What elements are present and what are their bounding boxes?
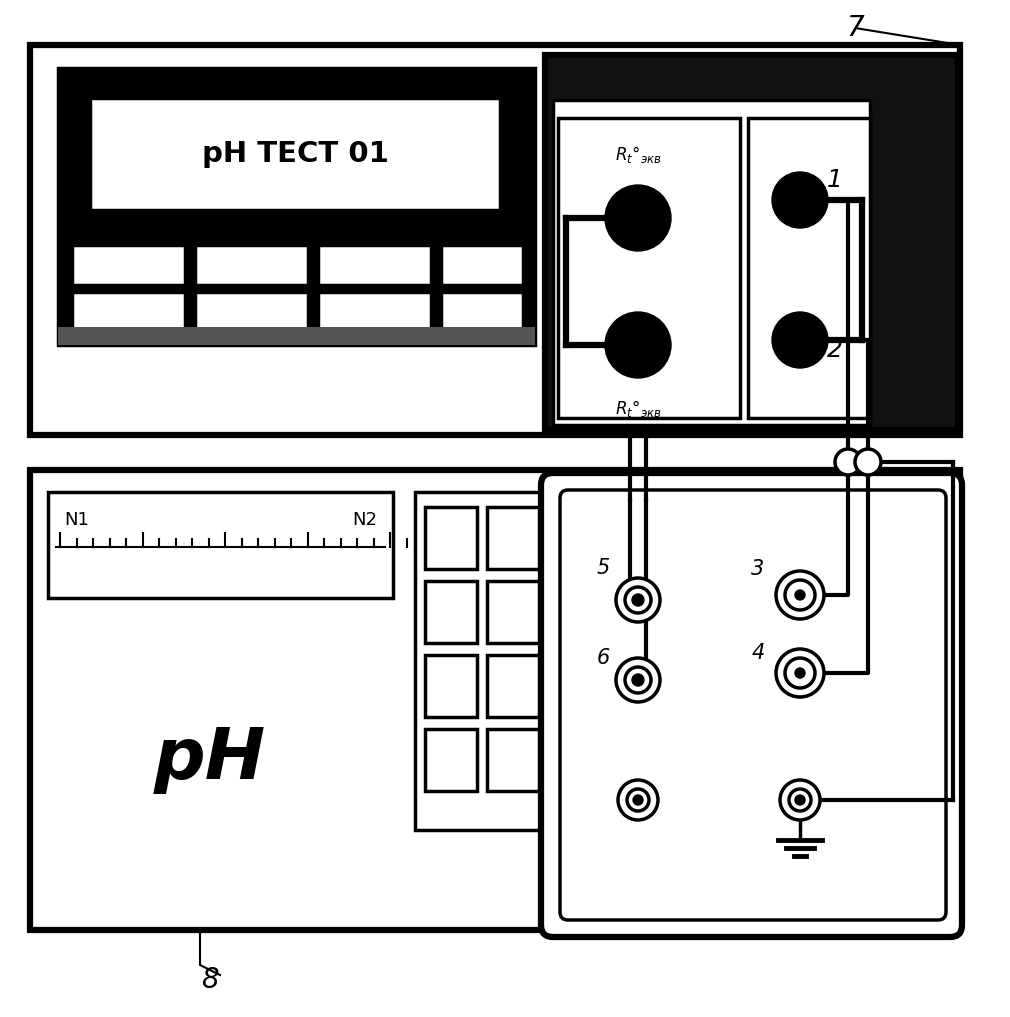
Bar xyxy=(318,245,431,285)
Bar xyxy=(30,45,959,435)
Bar xyxy=(441,292,523,332)
Circle shape xyxy=(855,448,881,475)
Bar xyxy=(195,292,308,332)
Circle shape xyxy=(625,667,651,693)
Bar xyxy=(58,327,535,345)
Text: 1: 1 xyxy=(827,168,843,192)
Circle shape xyxy=(780,780,820,820)
Circle shape xyxy=(785,580,815,610)
Bar xyxy=(487,655,539,717)
Bar xyxy=(195,245,308,285)
Circle shape xyxy=(776,649,824,697)
FancyBboxPatch shape xyxy=(560,490,946,920)
Circle shape xyxy=(632,594,644,606)
Bar xyxy=(415,492,540,830)
Circle shape xyxy=(625,587,651,613)
Text: pH ТЕСТ 01: pH ТЕСТ 01 xyxy=(202,140,389,168)
Bar xyxy=(487,507,539,569)
Circle shape xyxy=(795,668,805,678)
Text: N2: N2 xyxy=(352,511,377,529)
Bar xyxy=(90,98,500,210)
Bar xyxy=(553,100,870,425)
Circle shape xyxy=(835,448,861,475)
Circle shape xyxy=(789,789,811,811)
Text: 8: 8 xyxy=(201,966,219,994)
Text: 6: 6 xyxy=(596,648,610,668)
Circle shape xyxy=(605,312,671,378)
Circle shape xyxy=(772,172,828,228)
Circle shape xyxy=(772,312,828,368)
Text: N1: N1 xyxy=(64,511,89,529)
Bar xyxy=(487,729,539,791)
FancyBboxPatch shape xyxy=(541,473,962,937)
Bar xyxy=(30,470,959,930)
Bar xyxy=(72,292,185,332)
Circle shape xyxy=(795,590,805,600)
Circle shape xyxy=(776,571,824,619)
Text: $R_{t}$°$_{\mathit{экв}}$: $R_{t}$°$_{\mathit{экв}}$ xyxy=(615,398,662,419)
Text: $R_{t}$°$_{\mathit{экв}}$: $R_{t}$°$_{\mathit{экв}}$ xyxy=(615,144,662,165)
Bar xyxy=(58,68,535,345)
Bar xyxy=(425,507,477,569)
Text: pH: pH xyxy=(154,725,266,794)
Circle shape xyxy=(627,789,649,811)
Bar xyxy=(318,292,431,332)
Text: 7: 7 xyxy=(846,14,864,42)
Circle shape xyxy=(616,578,660,622)
Circle shape xyxy=(616,658,660,702)
Circle shape xyxy=(633,795,643,805)
Bar xyxy=(425,729,477,791)
Bar xyxy=(441,245,523,285)
Text: 4: 4 xyxy=(751,643,765,663)
Circle shape xyxy=(618,780,658,820)
Circle shape xyxy=(605,185,671,251)
Bar xyxy=(545,55,958,430)
Circle shape xyxy=(785,658,815,687)
Bar xyxy=(48,492,393,598)
Bar xyxy=(72,245,185,285)
Circle shape xyxy=(632,674,644,686)
Text: 2: 2 xyxy=(827,338,843,362)
Circle shape xyxy=(795,795,805,805)
Text: 3: 3 xyxy=(751,559,765,579)
Bar xyxy=(558,118,740,418)
Bar xyxy=(748,118,870,418)
Bar xyxy=(425,655,477,717)
Bar xyxy=(425,581,477,643)
Text: 5: 5 xyxy=(596,558,610,578)
Bar xyxy=(487,581,539,643)
